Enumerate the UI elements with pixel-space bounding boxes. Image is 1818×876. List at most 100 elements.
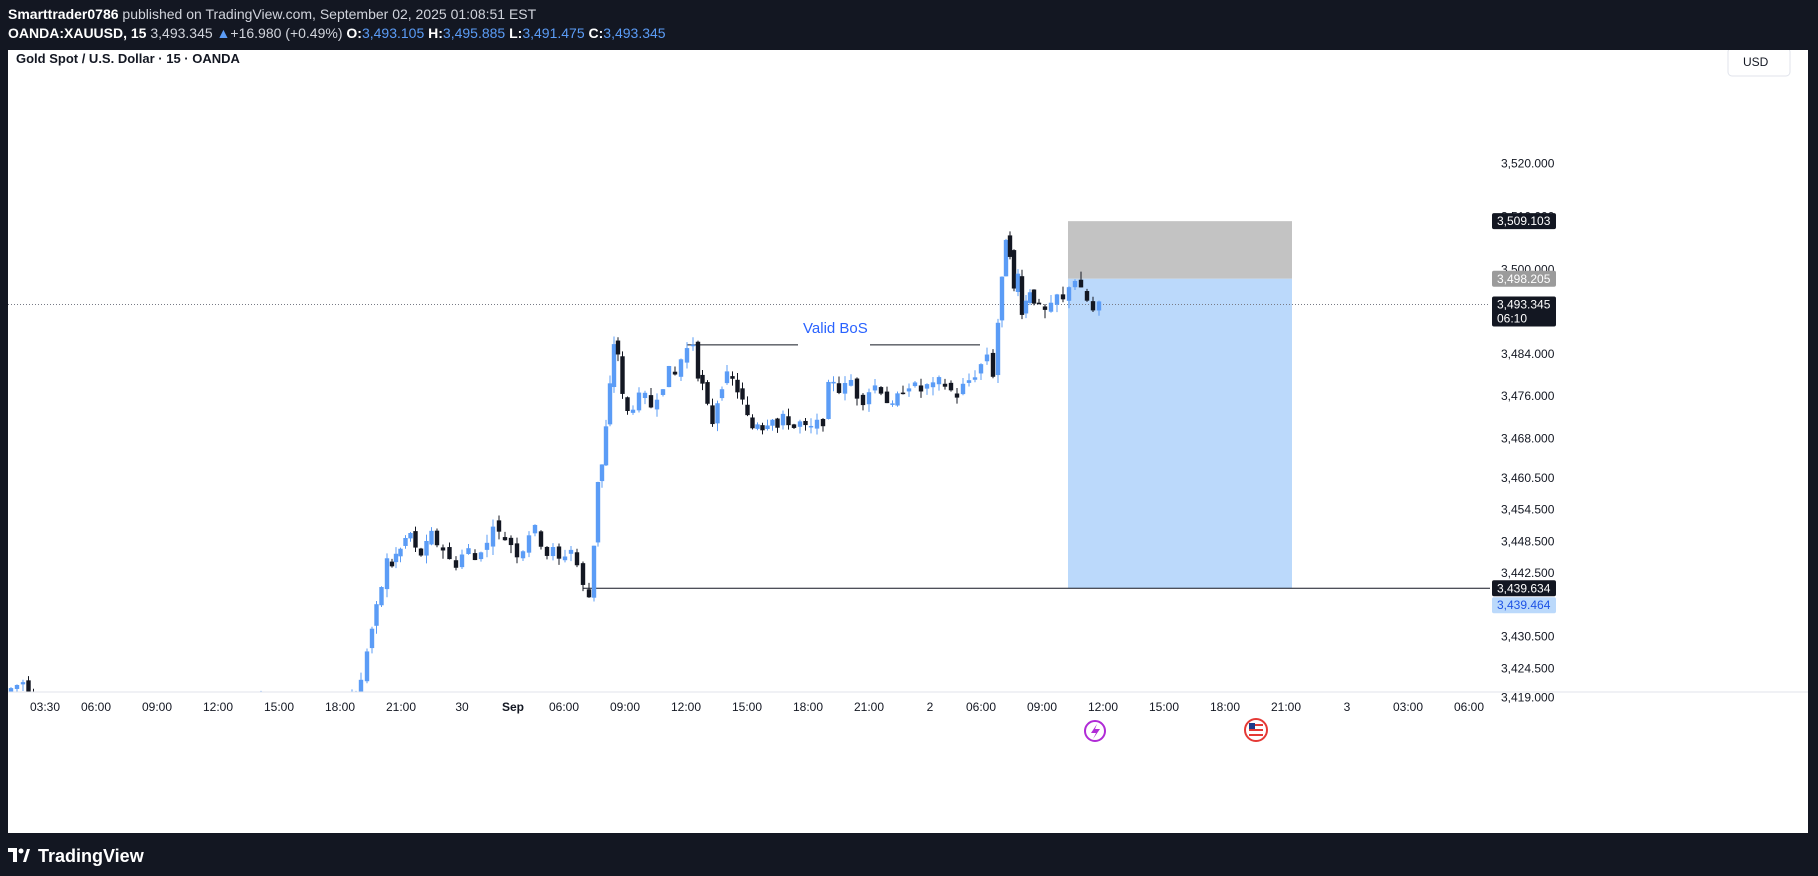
candle-down (508, 537, 514, 546)
candle-up (719, 389, 725, 399)
candle-down (803, 420, 808, 426)
x-tick-label: 06:00 (1454, 700, 1484, 714)
candle-down (705, 382, 710, 404)
candle-down (1019, 276, 1025, 315)
publish-line: Smarttrader0786 published on TradingView… (8, 5, 1808, 24)
x-tick-label: 06:00 (966, 700, 996, 714)
price-label-text: 3,439.634 (1497, 581, 1551, 595)
candle-up (995, 322, 1001, 376)
candle-down (556, 546, 562, 559)
candle-up (374, 604, 379, 626)
candle-up (930, 382, 936, 388)
candle-down (620, 356, 625, 394)
x-tick-label: 09:00 (1027, 700, 1057, 714)
price-label-box (1492, 213, 1556, 230)
published-text: published on TradingView.com, September … (122, 6, 537, 22)
countdown-label: 06:10 (1497, 311, 1527, 325)
tradingview-logo-icon[interactable] (8, 846, 30, 866)
candle-up (1015, 273, 1021, 292)
candle-up (936, 377, 942, 385)
candle-up (478, 552, 484, 560)
x-tick-label: 09:00 (142, 700, 172, 714)
candle-up (872, 385, 878, 391)
chart-frame[interactable]: 3,520.0003,510.0003,500.0003,484.0003,47… (8, 50, 1808, 833)
price-chart[interactable]: 3,520.0003,510.0003,500.0003,484.0003,47… (8, 50, 1808, 833)
candle-up (526, 535, 532, 553)
x-tick-label: 18:00 (325, 700, 355, 714)
candle-up (630, 409, 636, 413)
candle-down (472, 553, 478, 561)
currency-button[interactable]: USD (1727, 50, 1791, 77)
candle-up (532, 524, 538, 534)
candle-up (906, 388, 912, 392)
lightning-icon[interactable] (1084, 720, 1106, 742)
candle-up (966, 380, 972, 383)
candle-down (413, 531, 418, 548)
x-tick-label: 21:00 (854, 700, 884, 714)
x-tick-label: 3 (1344, 700, 1351, 714)
candle-up (826, 381, 831, 420)
candle-up (1072, 280, 1078, 288)
candle-up (660, 389, 666, 395)
candle-down (760, 425, 765, 431)
stop-loss-zone (1068, 221, 1292, 279)
candle-up (384, 558, 390, 590)
x-tick-label: 06:00 (549, 700, 579, 714)
candle-down (954, 393, 960, 398)
candle-up (999, 276, 1005, 321)
candle-up (429, 530, 434, 545)
candle-down (648, 395, 654, 408)
candle-up (607, 383, 613, 425)
chart-legend-title: Gold Spot / U.S. Dollar · 15 · OANDA (16, 51, 241, 66)
y-tick-label: 3,419.000 (1501, 690, 1555, 704)
candle-up (912, 382, 918, 387)
candle-up (724, 371, 730, 384)
candle-up (490, 526, 496, 547)
candle-down (514, 543, 520, 558)
time-axis[interactable]: 03:30 06:00 09:00 12:00 15:00 18:00 21:00 30 Sep… (8, 691, 1808, 714)
candle-up (866, 392, 872, 405)
high-value: 3,495.885 (442, 25, 506, 41)
candle-up (642, 392, 648, 399)
candle-up (978, 364, 984, 374)
candle-up (599, 464, 605, 482)
candle-down (1042, 306, 1048, 310)
candle-up (369, 628, 375, 649)
x-tick-label: 09:00 (610, 700, 640, 714)
y-tick-label: 3,468.000 (1501, 431, 1555, 445)
us-flag-event-icon[interactable] (1244, 718, 1268, 742)
candle-down (860, 394, 866, 406)
candle-up (424, 540, 429, 556)
plot-area[interactable] (8, 221, 1490, 833)
price-axis[interactable]: 3,520.0003,510.0003,500.0003,484.0003,47… (1490, 50, 1808, 833)
candle-up (715, 403, 720, 424)
candle-up (831, 381, 836, 384)
low-value: 3,491.475 (522, 25, 585, 41)
bos-annotation[interactable]: Valid BoS (803, 320, 868, 337)
publisher-name[interactable]: Smarttrader0786 (8, 6, 119, 22)
candle-down (695, 341, 701, 379)
x-tick-label: 03:30 (30, 700, 60, 714)
candle-down (942, 383, 948, 387)
close-label: C: (588, 25, 604, 41)
candle-down (730, 376, 735, 379)
candle-up (984, 354, 990, 362)
candle-down (1031, 289, 1037, 304)
candle-down (389, 561, 395, 567)
price-change: +16.980 (+0.49%) (230, 25, 343, 41)
candle-up (890, 403, 895, 405)
x-tick-label: 18:00 (793, 700, 823, 714)
candle-down (745, 404, 750, 416)
price-label-text: 3,493.345 (1497, 297, 1551, 311)
price-label-box (1492, 597, 1556, 614)
y-tick-label: 3,448.500 (1501, 534, 1555, 548)
price-axis-bg (1490, 50, 1808, 833)
tradingview-footer: TradingView (8, 842, 144, 870)
tradingview-brand[interactable]: TradingView (38, 845, 144, 866)
y-tick-label: 3,460.500 (1501, 471, 1555, 485)
candle-up (20, 682, 26, 685)
candle-up (1023, 300, 1029, 314)
candle-down (586, 589, 592, 598)
candle-down (453, 560, 459, 568)
close-value: 3,493.345 (603, 25, 666, 41)
